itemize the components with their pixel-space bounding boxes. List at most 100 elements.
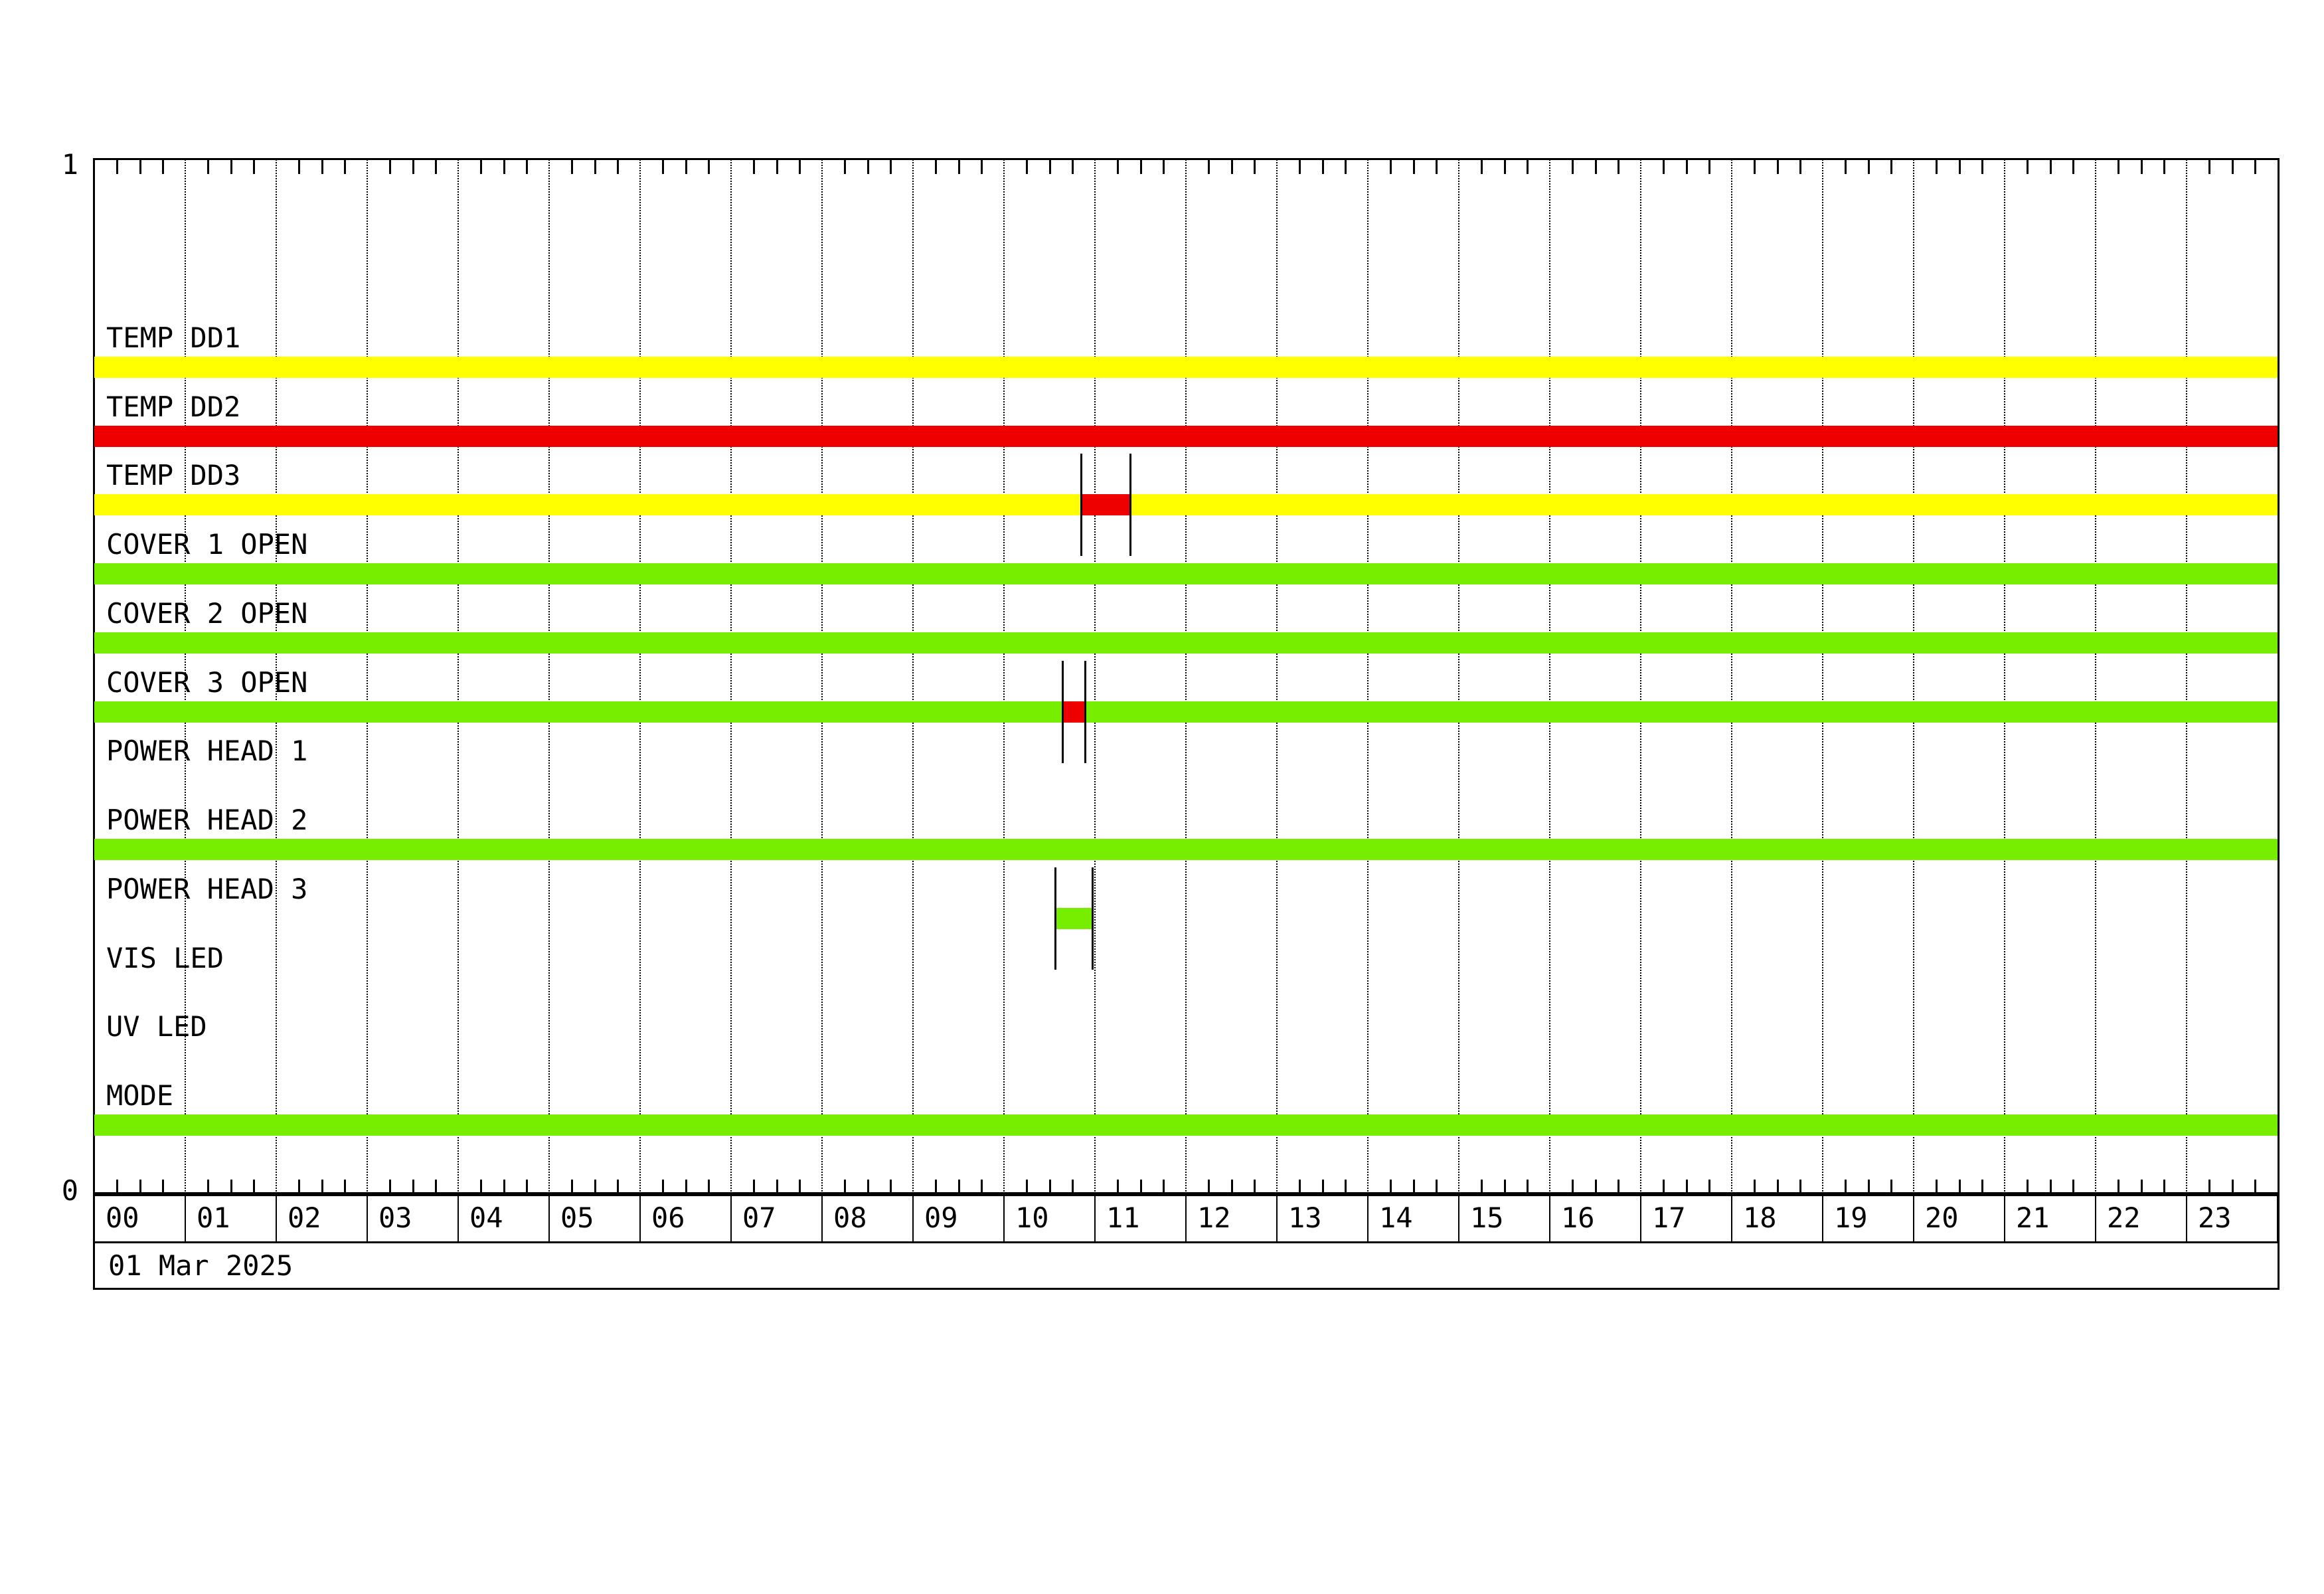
quarter-hour-tick	[207, 1180, 209, 1194]
hour-gridline	[2186, 159, 2187, 1194]
quarter-hour-tick	[1708, 1180, 1710, 1194]
quarter-hour-tick	[253, 159, 255, 174]
hour-gridline	[1913, 159, 1914, 1194]
hour-cell-10: 10	[1005, 1194, 1096, 1241]
quarter-hour-tick	[2232, 1180, 2234, 1194]
status-bar-cover-3-open	[94, 701, 2278, 723]
hour-gridline	[1003, 159, 1005, 1194]
quarter-hour-tick	[2232, 159, 2234, 174]
hour-gridline	[1367, 159, 1369, 1194]
hour-cell-20: 20	[1914, 1194, 2005, 1241]
hour-cell-15: 15	[1459, 1194, 1550, 1241]
quarter-hour-tick	[1777, 159, 1779, 174]
quarter-hour-tick	[1322, 159, 1324, 174]
hour-gridline	[1458, 159, 1459, 1194]
hour-label: 04	[469, 1201, 503, 1234]
quarter-hour-tick	[1754, 1180, 1756, 1194]
row-label-temp-dd3: TEMP DD3	[106, 459, 241, 491]
quarter-hour-tick	[844, 1180, 846, 1194]
hour-cell-19: 19	[1823, 1194, 1914, 1241]
quarter-hour-tick	[571, 159, 573, 174]
hour-axis-row: 00 01 02 03 04 05 06 07 08 09 10 11 12 13 14 15 16 17 18 19…	[93, 1192, 2280, 1243]
status-bar-cover-3-open	[1062, 701, 1085, 723]
hour-label: 08	[833, 1201, 867, 1234]
quarter-hour-tick	[1799, 1180, 1801, 1194]
hour-gridline	[1822, 159, 1823, 1194]
y-axis-top-label: 1	[61, 148, 78, 181]
quarter-hour-tick	[867, 159, 869, 174]
hour-label: 15	[1470, 1201, 1504, 1234]
quarter-hour-tick	[2208, 1180, 2210, 1194]
quarter-hour-tick	[1890, 159, 1892, 174]
hour-label: 22	[2107, 1201, 2141, 1234]
quarter-hour-tick	[1527, 159, 1529, 174]
quarter-hour-tick	[1981, 1180, 1983, 1194]
quarter-hour-tick	[981, 1180, 983, 1194]
quarter-hour-tick	[1890, 1180, 1892, 1194]
event-marker-line	[1092, 867, 1094, 970]
hour-gridline	[730, 159, 732, 1194]
row-label-cover-2-open: COVER 2 OPEN	[106, 597, 308, 630]
hour-label: 06	[651, 1201, 685, 1234]
quarter-hour-tick	[1254, 159, 1256, 174]
quarter-hour-tick	[753, 159, 755, 174]
hour-cell-04: 04	[459, 1194, 550, 1241]
quarter-hour-tick	[2254, 159, 2256, 174]
quarter-hour-tick	[2117, 159, 2119, 174]
quarter-hour-tick	[1072, 159, 1074, 174]
hour-label: 03	[378, 1201, 412, 1234]
quarter-hour-tick	[389, 159, 391, 174]
row-label-temp-dd2: TEMP DD2	[106, 391, 241, 423]
hour-label: 23	[2198, 1201, 2232, 1234]
hour-gridline	[276, 159, 277, 1194]
hour-cell-14: 14	[1369, 1194, 1459, 1241]
hour-label: 16	[1561, 1201, 1595, 1234]
quarter-hour-tick	[2117, 1180, 2119, 1194]
quarter-hour-tick	[1504, 1180, 1506, 1194]
status-bar-mode	[94, 1114, 2278, 1136]
quarter-hour-tick	[1959, 1180, 1961, 1194]
quarter-hour-tick	[1845, 1180, 1847, 1194]
quarter-hour-tick	[1026, 159, 1028, 174]
hour-cell-01: 01	[186, 1194, 277, 1241]
quarter-hour-tick	[958, 1180, 960, 1194]
quarter-hour-tick	[1959, 159, 1961, 174]
quarter-hour-tick	[1117, 159, 1119, 174]
quarter-hour-tick	[1413, 159, 1415, 174]
hour-label: 01	[197, 1201, 230, 1234]
quarter-hour-tick	[2050, 1180, 2052, 1194]
quarter-hour-tick	[890, 159, 892, 174]
quarter-hour-tick	[867, 1180, 869, 1194]
date-label: 01 Mar 2025	[108, 1249, 293, 1282]
event-marker-line	[1062, 661, 1064, 763]
quarter-hour-tick	[799, 159, 801, 174]
quarter-hour-tick	[1618, 1180, 1619, 1194]
hour-cell-17: 17	[1641, 1194, 1732, 1241]
quarter-hour-tick	[1140, 159, 1142, 174]
hour-cell-13: 13	[1278, 1194, 1369, 1241]
row-label-power-head-3: POWER HEAD 3	[106, 873, 308, 905]
quarter-hour-tick	[1799, 159, 1801, 174]
quarter-hour-tick	[1026, 1180, 1028, 1194]
quarter-hour-tick	[1868, 159, 1870, 174]
quarter-hour-tick	[708, 1180, 710, 1194]
hour-gridline	[2004, 159, 2005, 1194]
hour-cell-22: 22	[2096, 1194, 2187, 1241]
status-bar-temp-dd3	[1081, 494, 1130, 515]
quarter-hour-tick	[1481, 159, 1483, 174]
status-bar-temp-dd2	[94, 426, 2278, 447]
status-bar-power-head-3	[1055, 908, 1092, 929]
hour-gridline	[821, 159, 823, 1194]
quarter-hour-tick	[1754, 159, 1756, 174]
hour-gridline	[1185, 159, 1187, 1194]
hour-cell-09: 09	[914, 1194, 1005, 1241]
quarter-hour-tick	[162, 159, 164, 174]
row-label-mode: MODE	[106, 1079, 174, 1112]
quarter-hour-tick	[298, 159, 300, 174]
status-bar-cover-1-open	[94, 563, 2278, 584]
quarter-hour-tick	[1936, 159, 1938, 174]
quarter-hour-tick	[1504, 159, 1506, 174]
quarter-hour-tick	[1868, 1180, 1870, 1194]
quarter-hour-tick	[1208, 159, 1210, 174]
quarter-hour-tick	[2254, 1180, 2256, 1194]
